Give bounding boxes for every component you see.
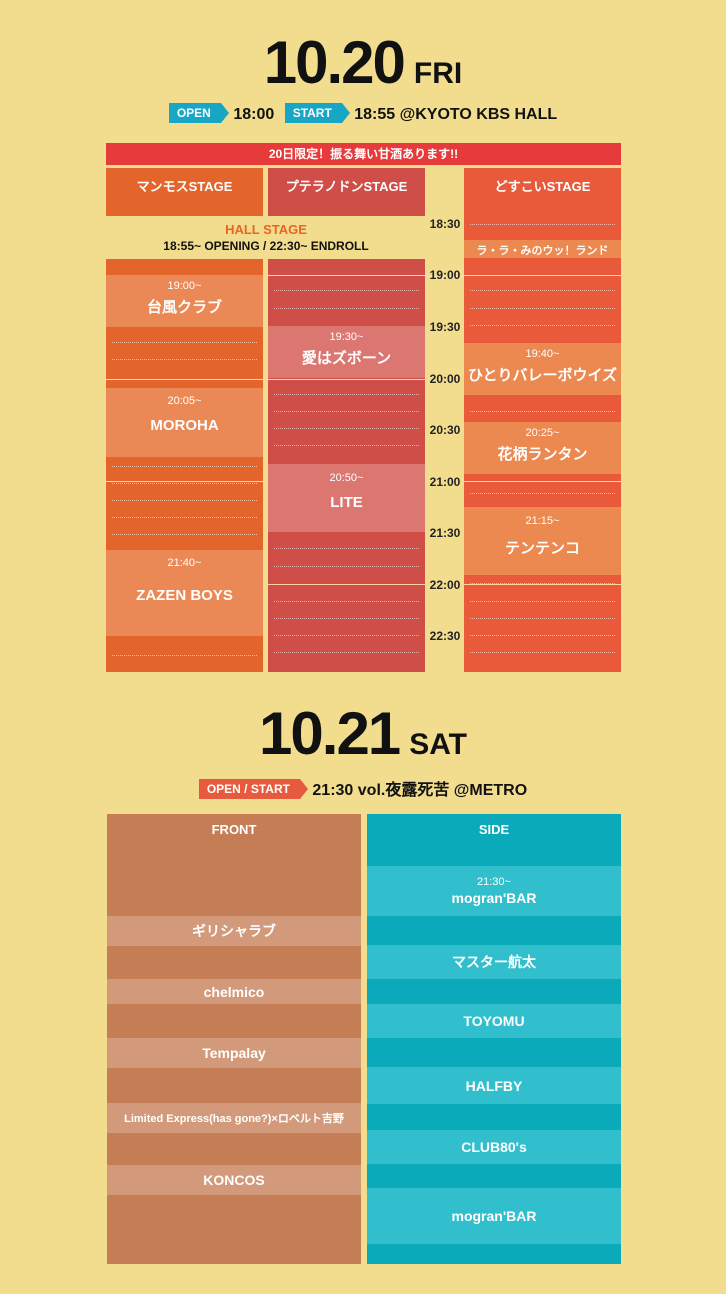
time-label: 22:00 bbox=[429, 578, 461, 592]
time-label: 20:30 bbox=[429, 423, 461, 437]
front-act[interactable]: chelmico bbox=[107, 979, 361, 1004]
day2-date: 10.21 bbox=[259, 700, 401, 767]
day2-date-heading: 10.21 SAT bbox=[0, 699, 726, 768]
amazake-banner: 20日限定！振る舞い甘酒あります!! bbox=[106, 143, 621, 165]
time-label: 21:30 bbox=[429, 526, 461, 540]
side-act-name: mogran'BAR bbox=[451, 890, 537, 906]
day1-day-of-week: FRI bbox=[413, 57, 463, 90]
time-label: 20:00 bbox=[429, 372, 461, 386]
day2-day-of-week: SAT bbox=[409, 728, 467, 761]
act-time: 20:25~ bbox=[525, 427, 560, 439]
open-tag: OPEN bbox=[168, 103, 229, 123]
act-block[interactable]: 19:00~ 台風クラブ bbox=[106, 275, 263, 327]
side-act[interactable]: TOYOMU bbox=[367, 1004, 621, 1038]
open-time: 18:00 bbox=[233, 106, 275, 123]
start-tag: START bbox=[284, 103, 350, 123]
front-act[interactable]: ギリシャラブ bbox=[107, 916, 361, 946]
venue: @KYOTO KBS HALL bbox=[399, 106, 558, 123]
front-heading: FRONT bbox=[211, 822, 257, 837]
day2-info-row: OPEN / START 21:30 vol.夜露死苦 @METRO bbox=[0, 776, 726, 800]
start-time: 18:55 bbox=[354, 106, 396, 123]
act-name: ひとりバレーボウイズ bbox=[467, 367, 618, 384]
side-act-time: 21:30~ bbox=[477, 876, 511, 888]
day1-info-row: OPEN 18:00 START 18:55 @KYOTO KBS HALL bbox=[0, 103, 726, 124]
act-block[interactable]: 20:05~ MOROHA bbox=[106, 388, 263, 457]
act-name: ZAZEN BOYS bbox=[136, 587, 233, 604]
act-block[interactable]: ラ・ラ・みのウッ！ランド bbox=[464, 240, 621, 258]
act-time: 19:40~ bbox=[525, 348, 560, 360]
day2-info: 21:30 vol.夜露死苦 @METRO bbox=[312, 782, 528, 799]
day1-date: 10.20 bbox=[263, 29, 406, 96]
act-time: 19:30~ bbox=[329, 331, 364, 343]
front-act[interactable]: Limited Express(has gone?)×ロベルト吉野 bbox=[107, 1103, 361, 1133]
side-act[interactable]: HALFBY bbox=[367, 1067, 621, 1104]
act-name: ラ・ラ・みのウッ！ランド bbox=[476, 245, 609, 257]
act-time: 20:50~ bbox=[329, 472, 364, 484]
hall-stage-detail: 18:55~ OPENING / 22:30~ ENDROLL bbox=[163, 239, 369, 253]
stage-name-dosukoi: どすこいSTAGE bbox=[494, 179, 591, 194]
act-time: 19:00~ bbox=[167, 280, 202, 292]
day1-date-heading: 10.20 FRI bbox=[0, 28, 726, 97]
act-name: 台風クラブ bbox=[146, 299, 222, 316]
front-act[interactable]: KONCOS bbox=[107, 1165, 361, 1195]
front-column: FRONT ギリシャラブ chelmico Tempalay Limited E… bbox=[107, 814, 361, 1264]
side-act[interactable]: マスター航太 bbox=[367, 945, 621, 979]
act-name: テンテンコ bbox=[504, 540, 580, 557]
hall-stage-title: HALL STAGE bbox=[225, 222, 307, 237]
time-label: 19:30 bbox=[429, 320, 461, 334]
time-label: 19:00 bbox=[429, 268, 461, 282]
act-block[interactable]: 20:25~ 花柄ランタン bbox=[464, 422, 621, 474]
act-block[interactable]: 20:50~ LITE bbox=[268, 464, 425, 532]
open-start-tag: OPEN / START bbox=[198, 779, 309, 799]
hall-stage-info: HALL STAGE 18:55~ OPENING / 22:30~ ENDRO… bbox=[106, 216, 426, 259]
time-label: 18:30 bbox=[429, 217, 461, 231]
act-name: 愛はズボーン bbox=[301, 350, 392, 367]
side-act[interactable]: mogran'BAR bbox=[367, 1188, 621, 1244]
side-column: SIDE 21:30~ mogran'BAR マスター航太 TOYOMU HAL… bbox=[367, 814, 621, 1264]
stage-name-pteranodon: プテラノドンSTAGE bbox=[285, 179, 408, 194]
act-time: 21:15~ bbox=[525, 515, 560, 527]
act-block[interactable]: 19:40~ ひとりバレーボウイズ bbox=[464, 343, 621, 395]
side-act[interactable]: 21:30~ mogran'BAR bbox=[367, 866, 621, 916]
act-name: 花柄ランタン bbox=[497, 446, 588, 463]
front-act[interactable]: Tempalay bbox=[107, 1038, 361, 1068]
stage-name-mammoth: マンモスSTAGE bbox=[136, 179, 233, 194]
act-block[interactable]: 21:40~ ZAZEN BOYS bbox=[106, 550, 263, 636]
act-block[interactable]: 19:30~ 愛はズボーン bbox=[268, 326, 425, 378]
stage-column-dosukoi: どすこいSTAGE ラ・ラ・みのウッ！ランド 19:40~ ひとりバレーボウイズ… bbox=[464, 168, 621, 672]
side-act[interactable]: CLUB80's bbox=[367, 1130, 621, 1164]
act-block[interactable]: 21:15~ テンテンコ bbox=[464, 507, 621, 575]
act-name: MOROHA bbox=[150, 417, 219, 434]
side-heading: SIDE bbox=[478, 822, 510, 837]
act-name: LITE bbox=[330, 494, 363, 511]
time-label: 22:30 bbox=[429, 629, 461, 643]
act-time: 21:40~ bbox=[167, 557, 202, 569]
act-time: 20:05~ bbox=[167, 395, 202, 407]
time-label: 21:00 bbox=[429, 475, 461, 489]
